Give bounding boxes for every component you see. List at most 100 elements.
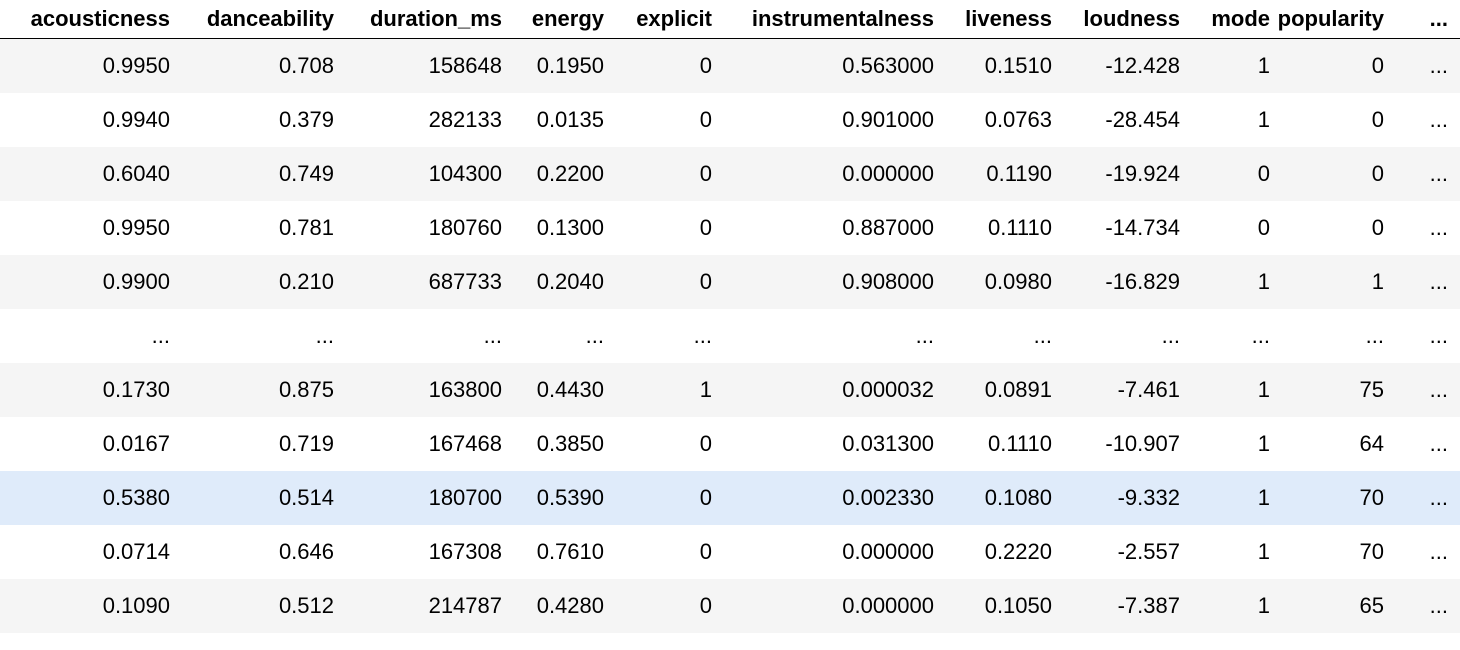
cell-acousticness: 0.0167 bbox=[102, 431, 170, 456]
cell-loudness: -14.734 bbox=[1105, 215, 1180, 240]
cell-duration-ms: 282133 bbox=[428, 107, 502, 132]
cell-acousticness: ... bbox=[151, 323, 170, 348]
cell-acousticness: 0.9940 bbox=[102, 107, 170, 132]
cell-liveness: 0.0891 bbox=[984, 377, 1052, 402]
cell-truncated: ... bbox=[1429, 161, 1448, 186]
table-row: 0.6040 0.749 104300 0.2200 0 0.000000 0.1190 -1… bbox=[0, 147, 1460, 201]
cell-truncated: ... bbox=[1429, 377, 1448, 402]
table-row: 0.9940 0.379 282133 0.0135 0 0.901000 0.0763 -2… bbox=[0, 93, 1460, 147]
col-header-danceability: danceability bbox=[170, 0, 334, 39]
cell-mode: 1 bbox=[1257, 269, 1270, 294]
cell-liveness: 0.1110 bbox=[987, 431, 1052, 456]
cell-mode: 1 bbox=[1257, 539, 1270, 564]
cell-loudness: -19.924 bbox=[1105, 161, 1180, 186]
cell-explicit: 0 bbox=[699, 107, 712, 132]
table-row: 0.9950 0.781 180760 0.1300 0 0.887000 0.1110 -1… bbox=[0, 201, 1460, 255]
cell-duration-ms: 167308 bbox=[428, 539, 502, 564]
cell-instrumentalness: 0.031300 bbox=[842, 431, 934, 456]
cell-loudness: -16.829 bbox=[1105, 269, 1180, 294]
cell-duration-ms: 687733 bbox=[428, 269, 502, 294]
cell-acousticness: 0.9900 bbox=[102, 269, 170, 294]
cell-popularity: 0 bbox=[1371, 53, 1384, 78]
cell-acousticness: 0.9950 bbox=[102, 53, 170, 78]
dataframe-table: acousticness danceability duration_ms en… bbox=[0, 0, 1460, 633]
cell-liveness: 0.1190 bbox=[986, 161, 1052, 186]
cell-instrumentalness: 0.002330 bbox=[842, 485, 934, 510]
cell-danceability: 0.646 bbox=[278, 539, 334, 564]
table-row: 0.9950 0.708 158648 0.1950 0 0.563000 0.1510 -1… bbox=[0, 38, 1460, 93]
cell-liveness: ... bbox=[1033, 323, 1052, 348]
cell-loudness: -12.428 bbox=[1105, 53, 1180, 78]
table-row: 0.5380 0.514 180700 0.5390 0 0.002330 0.1080 -9… bbox=[0, 471, 1460, 525]
cell-duration-ms: 158648 bbox=[428, 53, 502, 78]
cell-energy: 0.4280 bbox=[536, 593, 604, 618]
cell-loudness: ... bbox=[1161, 323, 1180, 348]
cell-instrumentalness: 0.901000 bbox=[842, 107, 934, 132]
cell-popularity: 0 bbox=[1371, 107, 1384, 132]
table-row: 0.1090 0.512 214787 0.4280 0 0.000000 0.1050 -7… bbox=[0, 579, 1460, 633]
cell-liveness: 0.1510 bbox=[984, 53, 1052, 78]
cell-energy: ... bbox=[585, 323, 604, 348]
cell-explicit: 0 bbox=[699, 593, 712, 618]
cell-truncated: ... bbox=[1429, 593, 1448, 618]
cell-duration-ms: 214787 bbox=[428, 593, 502, 618]
cell-energy: 0.5390 bbox=[536, 485, 604, 510]
cell-truncated: ... bbox=[1429, 431, 1448, 456]
cell-energy: 0.1950 bbox=[536, 53, 604, 78]
table-row: 0.9900 0.210 687733 0.2040 0 0.908000 0.0980 -1… bbox=[0, 255, 1460, 309]
cell-danceability: 0.512 bbox=[278, 593, 334, 618]
cell-liveness: 0.0763 bbox=[984, 107, 1052, 132]
cell-explicit: 0 bbox=[699, 269, 712, 294]
cell-popularity: 65 bbox=[1359, 593, 1384, 618]
cell-loudness: -28.454 bbox=[1105, 107, 1180, 132]
cell-danceability: 0.708 bbox=[278, 53, 334, 78]
cell-popularity: 0 bbox=[1371, 215, 1384, 240]
cell-loudness: -10.907 bbox=[1105, 431, 1180, 456]
col-header-mode: mode bbox=[1180, 0, 1270, 39]
cell-instrumentalness: 0.908000 bbox=[842, 269, 934, 294]
col-header-liveness: liveness bbox=[934, 0, 1052, 39]
cell-acousticness: 0.1730 bbox=[102, 377, 170, 402]
cell-truncated: ... bbox=[1429, 323, 1448, 348]
cell-duration-ms: 104300 bbox=[428, 161, 502, 186]
cell-energy: 0.3850 bbox=[536, 431, 604, 456]
cell-energy: 0.1300 bbox=[536, 215, 604, 240]
cell-danceability: 0.514 bbox=[278, 485, 334, 510]
cell-duration-ms: ... bbox=[483, 323, 502, 348]
cell-loudness: -2.557 bbox=[1117, 539, 1180, 564]
cell-popularity: 75 bbox=[1359, 377, 1384, 402]
col-header-energy: energy bbox=[502, 0, 604, 39]
cell-truncated: ... bbox=[1429, 539, 1448, 564]
cell-popularity: 70 bbox=[1359, 485, 1384, 510]
cell-instrumentalness: 0.000032 bbox=[842, 377, 934, 402]
cell-truncated: ... bbox=[1429, 53, 1448, 78]
cell-energy: 0.7610 bbox=[536, 539, 604, 564]
cell-mode: 1 bbox=[1257, 377, 1270, 402]
cell-instrumentalness: 0.563000 bbox=[842, 53, 934, 78]
cell-mode: ... bbox=[1251, 323, 1270, 348]
table-row: 0.1730 0.875 163800 0.4430 1 0.000032 0.0891 -7… bbox=[0, 363, 1460, 417]
cell-danceability: 0.210 bbox=[278, 269, 334, 294]
cell-instrumentalness: ... bbox=[915, 323, 934, 348]
cell-loudness: -7.461 bbox=[1117, 377, 1180, 402]
cell-liveness: 0.1050 bbox=[984, 593, 1052, 618]
cell-truncated: ... bbox=[1429, 215, 1448, 240]
cell-explicit: 0 bbox=[699, 539, 712, 564]
cell-mode: 0 bbox=[1257, 215, 1270, 240]
cell-acousticness: 0.1090 bbox=[102, 593, 170, 618]
col-header-acousticness: acousticness bbox=[0, 0, 170, 39]
cell-explicit: 0 bbox=[699, 485, 712, 510]
cell-popularity: 64 bbox=[1359, 431, 1384, 456]
cell-acousticness: 0.5380 bbox=[102, 485, 170, 510]
cell-explicit: 0 bbox=[699, 161, 712, 186]
cell-duration-ms: 180760 bbox=[428, 215, 502, 240]
table-row: 0.0714 0.646 167308 0.7610 0 0.000000 0.2220 -2… bbox=[0, 525, 1460, 579]
cell-popularity: ... bbox=[1365, 323, 1384, 348]
col-header-loudness: loudness bbox=[1052, 0, 1180, 39]
cell-explicit: 0 bbox=[699, 215, 712, 240]
cell-explicit: 0 bbox=[699, 53, 712, 78]
cell-danceability: 0.719 bbox=[278, 431, 334, 456]
col-header-truncated: ... bbox=[1384, 0, 1460, 39]
col-header-explicit: explicit bbox=[604, 0, 712, 39]
cell-duration-ms: 163800 bbox=[428, 377, 502, 402]
